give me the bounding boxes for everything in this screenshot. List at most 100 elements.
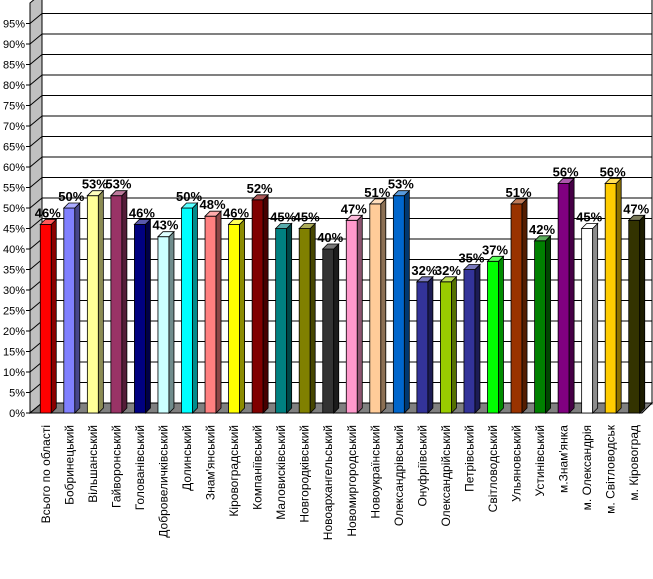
category-label: Гайворонський xyxy=(109,425,123,508)
bar-side xyxy=(168,230,175,414)
bar-front xyxy=(581,228,594,414)
bar-top xyxy=(533,235,552,242)
y-tick-label: 75% xyxy=(3,101,25,113)
gridline-side xyxy=(29,95,43,106)
bar-front xyxy=(322,248,335,414)
bar xyxy=(62,202,81,414)
data-label: 47% xyxy=(623,201,649,216)
bar-front xyxy=(181,207,193,414)
category-label: Новоукраїнський xyxy=(368,425,382,519)
data-label: 51% xyxy=(506,185,532,200)
bar-side xyxy=(356,214,363,414)
bar xyxy=(580,222,599,414)
y-tick-label: 10% xyxy=(3,367,25,379)
data-label: 53% xyxy=(105,177,131,192)
data-labels: 46%50%53%53%46%43%50%48%46%52%45%45%40%4… xyxy=(35,164,650,277)
bar-front xyxy=(440,281,452,414)
bar-top xyxy=(368,198,387,205)
data-label: 43% xyxy=(152,218,178,233)
y-tick-label: 70% xyxy=(3,121,25,133)
bar-side xyxy=(592,222,599,414)
data-label: 51% xyxy=(364,185,390,200)
y-tick-label: 25% xyxy=(3,306,25,318)
data-label: 37% xyxy=(482,242,508,257)
data-label: 46% xyxy=(35,205,61,220)
category-label: Компаніївський xyxy=(251,425,265,510)
bars xyxy=(39,177,646,414)
data-label: 56% xyxy=(600,164,626,179)
bar-front xyxy=(487,260,499,414)
bar-front xyxy=(204,215,217,414)
bar-top xyxy=(580,223,599,229)
bar-front xyxy=(63,207,76,414)
y-tick-label: 65% xyxy=(3,142,25,154)
bar xyxy=(204,210,223,414)
bar-side xyxy=(286,222,293,414)
y-tick-label: 5% xyxy=(9,388,25,400)
category-label: Знам'янський xyxy=(204,425,218,500)
bar-front xyxy=(275,228,288,414)
bar-top xyxy=(204,210,223,217)
data-label: 35% xyxy=(458,251,484,266)
bar-side xyxy=(380,197,387,414)
bar-front xyxy=(134,223,146,414)
bar-top xyxy=(604,177,623,184)
category-label: Кіровоградський xyxy=(227,425,241,517)
bar-front xyxy=(510,203,523,414)
bar xyxy=(251,193,270,414)
bar xyxy=(462,263,481,414)
bar-top xyxy=(227,218,246,225)
y-tick-label: 0% xyxy=(9,408,25,420)
bar xyxy=(180,202,199,414)
bar-top xyxy=(462,264,481,270)
gridline-side xyxy=(29,115,43,127)
category-label: Ульяновський xyxy=(510,425,524,502)
data-label: 50% xyxy=(176,189,202,204)
category-label: м. Олександрія xyxy=(580,425,594,510)
gridline-side xyxy=(29,33,43,45)
data-label: 45% xyxy=(270,210,296,225)
bar-side xyxy=(74,202,81,414)
y-tick-label: 95% xyxy=(3,19,25,31)
y-tick-label: 35% xyxy=(3,265,25,277)
bar-front xyxy=(298,228,311,414)
bar-side xyxy=(615,177,622,414)
bar-side xyxy=(427,275,434,414)
bar-side xyxy=(239,218,245,414)
gridline-side xyxy=(29,197,43,209)
bar-side xyxy=(403,189,410,414)
bar xyxy=(274,222,293,414)
data-label: 45% xyxy=(576,210,602,225)
bar-top xyxy=(251,194,270,201)
bar-side xyxy=(97,189,104,414)
bar-side xyxy=(568,177,575,414)
gridline-side xyxy=(29,177,43,188)
category-label: Маловисківський xyxy=(274,425,288,520)
bar xyxy=(415,275,434,414)
gridline-side xyxy=(29,54,43,65)
category-label: м. Світловодськ xyxy=(604,424,618,514)
category-label: Устинівський xyxy=(533,425,547,496)
bar xyxy=(627,214,646,414)
gridline-side xyxy=(29,74,43,86)
category-label: Новоархангельський xyxy=(321,425,335,540)
bar xyxy=(368,197,387,414)
data-label: 52% xyxy=(247,181,273,196)
bar xyxy=(345,214,364,414)
category-label: Долинський xyxy=(180,425,194,491)
bar-front xyxy=(628,219,641,414)
y-tick-label: 15% xyxy=(3,347,25,359)
bar-front xyxy=(416,281,429,414)
bar-side xyxy=(451,275,457,414)
gridline-side xyxy=(29,218,43,229)
bar-side xyxy=(474,263,481,414)
gridline-side xyxy=(29,13,43,24)
bar xyxy=(604,177,623,414)
y-axis-ticks: 0% 5% 10% 15% 20% 25% 30% 35% 40% 45% 50% 55% 60% 65%… xyxy=(3,19,30,420)
y-tick-label: 20% xyxy=(3,326,25,338)
data-label: 53% xyxy=(388,177,414,192)
bar-side xyxy=(262,193,269,414)
y-tick-label: 55% xyxy=(3,183,25,195)
